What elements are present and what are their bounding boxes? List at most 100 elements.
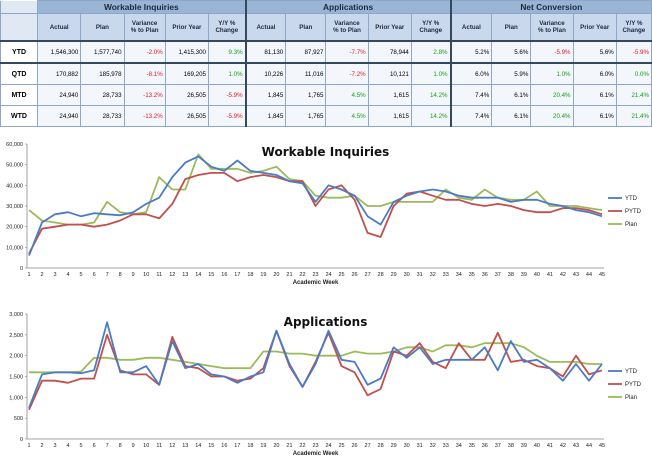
x-tick-label: 11 [156, 272, 162, 278]
legend-label: Plan [625, 395, 637, 401]
x-tick-label: 31 [417, 272, 423, 278]
table-cell: 21.4% [615, 105, 652, 127]
table-cell: 1,845 [245, 105, 287, 127]
table-cell: 81,130 [245, 40, 287, 64]
corner-cell [0, 13, 39, 42]
table-cell: 14.2% [410, 105, 452, 127]
x-tick-label: 41 [547, 272, 553, 278]
table-cell: 1.0% [207, 62, 247, 85]
x-tick-label: 44 [586, 272, 592, 278]
column-header: Prior Year [367, 13, 412, 42]
table-cell: 7.4% [450, 84, 493, 106]
table-cell: 1.0% [410, 62, 452, 85]
x-tick-label: 24 [325, 443, 331, 449]
x-tick-label: 27 [365, 443, 371, 449]
x-tick-label: 19 [260, 443, 266, 449]
x-tick-label: 25 [338, 443, 344, 449]
table-cell: -13.2% [123, 105, 166, 127]
table-cell: 78,944 [367, 40, 412, 64]
column-header: Y/Y % Change [615, 13, 652, 42]
table-cell: -5.9% [615, 40, 652, 64]
x-tick-label: 9 [132, 272, 135, 278]
x-tick-label: 21 [286, 443, 292, 449]
table-cell: 6.1% [491, 84, 532, 106]
x-tick-label: 40 [534, 272, 540, 278]
column-header-line: Plan [299, 23, 313, 31]
x-tick-label: 16 [221, 443, 227, 449]
table-cell: 7.4% [450, 105, 493, 127]
table-row: QTD 170,882 185,978 -8.1% 169,205 1.0% 10,226 1… [0, 62, 652, 85]
table-cell: 1,546,300 [37, 40, 82, 64]
column-header: Actual [37, 13, 82, 42]
x-tick-label: 37 [495, 272, 501, 278]
table-cell: 1,615 [367, 84, 412, 106]
column-header-line: Prior Year [580, 23, 610, 31]
table-cell: 6.1% [491, 105, 532, 127]
group-header-net-conversion: Net Conversion [450, 0, 652, 14]
legend-label: YTD [625, 369, 638, 375]
column-header-line: Prior Year [172, 23, 202, 31]
x-tick-label: 38 [508, 443, 514, 449]
x-tick-label: 5 [80, 272, 83, 278]
table-cell: 10,226 [245, 62, 287, 85]
y-tick-label: 20,000 [6, 225, 23, 231]
x-tick-label: 1 [27, 272, 30, 278]
legend-label: Plan [625, 222, 637, 228]
y-tick-label: 2,000 [9, 354, 23, 360]
legend-label: PYTD [625, 382, 642, 388]
x-tick-label: 31 [417, 443, 423, 449]
table-cell: 6.0% [572, 62, 617, 85]
column-header-line: Plan [95, 23, 109, 31]
column-header: Variance% to Plan [325, 13, 369, 42]
x-tick-label: 18 [247, 272, 253, 278]
table-cell: 4.5% [325, 84, 369, 106]
table-cell: 0.0% [615, 62, 652, 85]
x-tick-label: 9 [132, 443, 135, 449]
table-cell: 185,978 [80, 62, 125, 85]
x-tick-label: 5 [80, 443, 83, 449]
group-header-applications: Applications [245, 0, 452, 14]
row-label: WTD [0, 105, 39, 127]
table-cell: 5.2% [450, 40, 493, 64]
column-header-line: Change [622, 27, 646, 34]
table-cell: 1,615 [367, 105, 412, 127]
x-tick-label: 38 [508, 272, 514, 278]
x-axis-label: Academic Week [293, 451, 339, 457]
x-tick-label: 12 [169, 443, 175, 449]
table-cell: 10,121 [367, 62, 412, 85]
table-cell: 2.8% [410, 40, 452, 64]
x-tick-label: 28 [378, 443, 384, 449]
table-cell: 1,765 [285, 105, 327, 127]
table-cell: 5.9% [491, 62, 532, 85]
x-tick-label: 44 [586, 443, 592, 449]
table-row: WTD 24,940 28,733 -13.2% 26,505 -5.9% 1,845 1,7… [0, 105, 652, 127]
series-line-ytd [28, 321, 603, 409]
table-cell: 28,733 [80, 105, 125, 127]
x-tick-label: 42 [560, 443, 566, 449]
table-cell: 14.2% [410, 84, 452, 106]
column-header-line: Plan [504, 23, 518, 31]
table-cell: 26,505 [164, 105, 210, 127]
x-tick-label: 33 [443, 272, 449, 278]
column-header: Plan [80, 13, 125, 42]
x-tick-label: 15 [208, 272, 214, 278]
table-cell: 1,415,300 [164, 40, 210, 64]
x-tick-label: 4 [67, 272, 70, 278]
x-tick-label: 27 [365, 272, 371, 278]
y-tick-label: 10,000 [6, 245, 23, 251]
column-header: Y/Y % Change [410, 13, 452, 42]
x-tick-label: 23 [312, 443, 318, 449]
x-tick-label: 22 [299, 443, 305, 449]
y-tick-label: 2,500 [9, 333, 23, 339]
x-tick-label: 8 [119, 443, 122, 449]
y-tick-label: 30,000 [6, 204, 23, 210]
column-header-line: Y/Y % [218, 20, 236, 27]
table-cell: -7.7% [325, 40, 369, 64]
x-axis-label: Academic Week [293, 280, 339, 286]
x-tick-label: 34 [456, 443, 462, 449]
table-cell: -13.2% [123, 84, 166, 106]
y-tick-label: 1,000 [9, 395, 23, 401]
y-tick-label: 3,000 [9, 312, 23, 318]
x-tick-label: 14 [195, 443, 201, 449]
